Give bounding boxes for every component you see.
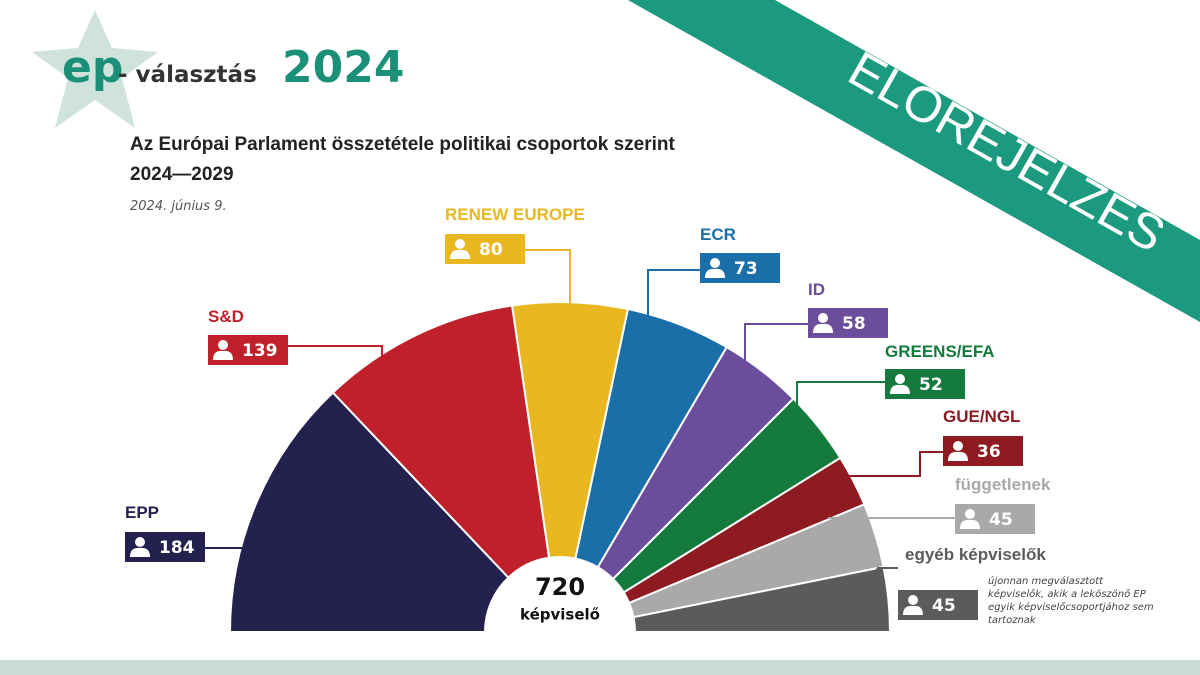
logo-year: 2024 — [282, 42, 404, 93]
value-label: 45 — [932, 596, 956, 616]
logo: ep — [62, 42, 123, 93]
leader-line — [796, 381, 885, 425]
total: 720 — [535, 573, 585, 601]
person-icon — [895, 374, 905, 384]
note-box: újonnan megválasztott képviselők, akik a… — [988, 576, 1154, 626]
category-label: S&D — [208, 307, 244, 326]
person-icon — [903, 605, 923, 615]
person-icon — [705, 268, 725, 278]
value-label: 36 — [977, 442, 1001, 462]
logo-star — [32, 10, 158, 128]
value-label: 80 — [479, 240, 503, 260]
logo-suffix: - választás — [118, 62, 257, 88]
chart-title: Az Európai Parlament összetétele politik… — [130, 134, 675, 155]
category-label: GUE/NGL — [943, 407, 1020, 426]
value-label: 58 — [842, 314, 866, 334]
person-icon — [213, 350, 233, 360]
category-label: függetlenek — [955, 475, 1051, 494]
value-label: 139 — [242, 341, 278, 361]
person-icon — [450, 249, 470, 259]
person-icon — [965, 509, 975, 519]
person-icon — [908, 595, 918, 605]
category-label: ID — [808, 280, 825, 299]
banner — [628, 0, 1200, 322]
category-label: ECR — [700, 225, 736, 244]
leader-line — [525, 249, 571, 318]
person-icon — [710, 258, 720, 268]
note: újonnan megválasztott képviselők, akik a… — [988, 576, 1154, 626]
person-icon — [818, 313, 828, 323]
person-icon — [130, 547, 150, 557]
value-label: 184 — [159, 538, 195, 558]
person-icon — [135, 537, 145, 547]
person-icon — [948, 451, 968, 461]
leader-line — [838, 451, 943, 477]
value-label: 45 — [989, 510, 1013, 530]
person-icon — [960, 519, 980, 529]
chart-subtitle: 2024—2029 — [130, 164, 234, 185]
person-icon — [953, 441, 963, 451]
category-label: egyéb képviselők — [905, 545, 1046, 564]
value-label: 73 — [734, 259, 758, 279]
leader-line — [869, 567, 898, 581]
person-icon — [890, 384, 910, 394]
person-icon — [813, 323, 833, 333]
value-label: 52 — [919, 375, 943, 395]
leader-line — [288, 345, 383, 375]
person-icon — [218, 340, 228, 350]
leader-line — [647, 269, 700, 330]
person-icon — [455, 239, 465, 249]
chart-date: 2024. június 9. — [130, 199, 227, 214]
category-label: GREENS/EFA — [885, 342, 995, 361]
category-label: RENEW EUROPE — [445, 205, 585, 224]
leader-line — [744, 323, 808, 380]
category-label: EPP — [125, 503, 159, 522]
center-hole — [485, 557, 635, 632]
total-label: képviselő — [520, 606, 600, 624]
footer-strip — [0, 660, 1200, 675]
